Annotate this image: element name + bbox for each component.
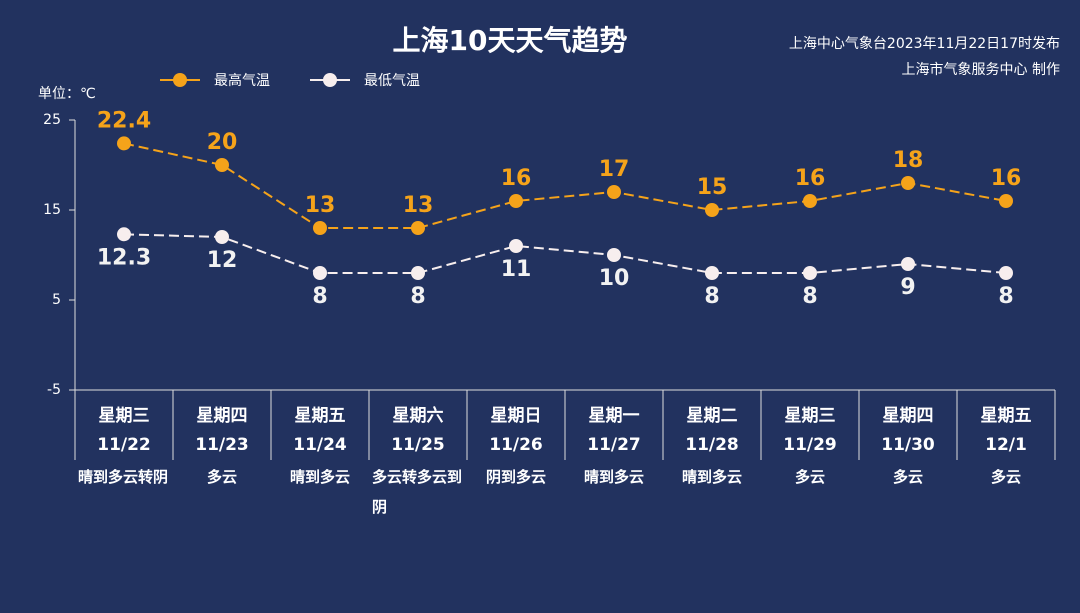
data-point [999, 194, 1013, 208]
x-tick-label: 11/23 [195, 435, 249, 455]
data-label: 8 [312, 284, 327, 309]
data-label: 8 [998, 284, 1013, 309]
weather-box: 多云转多云到阴 [372, 468, 463, 516]
data-point [411, 221, 425, 235]
chart-title: 上海10天天气趋势 [393, 24, 628, 57]
data-point [215, 158, 229, 172]
x-tick-label: 11/30 [881, 435, 935, 455]
weather-label: 阴到多云 [485, 468, 546, 486]
data-point [117, 136, 131, 151]
data-point [509, 239, 523, 253]
weather-label: 多云转多云到阴 [372, 468, 463, 516]
x-tick-label: 11/22 [97, 435, 151, 455]
source: 上海中心气象台2023年11月22日17时发布 [789, 36, 1060, 52]
weather-label: 晴到多云转阴 [78, 468, 169, 486]
weather-box: 多云 [206, 468, 237, 486]
x-tick-label: 12/1 [985, 435, 1027, 455]
data-label: 12 [207, 248, 238, 273]
legend-label: 最高气温 [214, 72, 270, 89]
y-tick-label: 15 [43, 202, 61, 218]
weather-box: 晴到多云 [681, 468, 742, 486]
data-point [705, 266, 719, 280]
data-label: 8 [802, 284, 817, 309]
data-point [803, 266, 817, 280]
data-label: 17 [599, 157, 630, 182]
unit-label: 单位：℃ [38, 86, 96, 102]
weekday-label: 星期五 [981, 406, 1032, 426]
data-point [215, 230, 229, 244]
legend-marker [323, 73, 337, 87]
x-tick-label: 11/25 [391, 435, 445, 455]
data-point [803, 194, 817, 208]
x-tick-label: 11/24 [293, 435, 347, 455]
weather-box: 晴到多云转阴 [78, 468, 169, 486]
x-tick-label: 11/28 [685, 435, 739, 455]
weather-box: 晴到多云 [583, 468, 644, 486]
weekday-label: 星期日 [491, 406, 542, 426]
legend-label: 最低气温 [364, 73, 420, 89]
data-label: 15 [697, 175, 728, 200]
data-point [901, 257, 915, 271]
data-label: 18 [893, 148, 924, 173]
data-point [313, 221, 327, 235]
data-point [607, 185, 621, 199]
data-label: 13 [403, 193, 434, 218]
data-label: 12.3 [97, 245, 151, 270]
data-label: 13 [305, 193, 336, 218]
data-point [117, 227, 131, 242]
y-tick-label: 25 [43, 112, 61, 128]
data-label: 20 [207, 130, 238, 155]
weekday-label: 星期一 [589, 406, 640, 426]
weather-label: 多云 [794, 468, 825, 486]
weather-label: 晴到多云 [289, 468, 350, 486]
weather-box: 多云 [794, 468, 825, 486]
legend-marker [173, 73, 187, 87]
weather-box: 晴到多云 [289, 468, 350, 486]
weather-label: 多云 [892, 468, 923, 486]
x-tick-label: 11/27 [587, 435, 641, 455]
y-tick-label: -5 [47, 382, 61, 398]
y-tick-label: 5 [52, 292, 61, 308]
data-label: 16 [501, 166, 532, 191]
data-point [901, 176, 915, 190]
producer: 上海市气象服务中心 制作 [902, 61, 1060, 78]
data-label: 16 [991, 166, 1022, 191]
weather-label: 多云 [990, 468, 1021, 486]
weekday-label: 星期三 [99, 406, 150, 426]
weather-box: 多云 [892, 468, 923, 486]
x-tick-label: 11/29 [783, 435, 837, 455]
data-point [509, 194, 523, 208]
series-line [123, 233, 1007, 274]
weather-box: 多云 [990, 468, 1021, 486]
data-point [705, 203, 719, 217]
data-label: 10 [599, 266, 630, 291]
x-tick-label: 11/26 [489, 435, 543, 455]
data-point [999, 266, 1013, 280]
data-label: 9 [900, 275, 915, 300]
weekday-label: 星期二 [687, 406, 738, 426]
data-label: 16 [795, 166, 826, 191]
series-line [123, 142, 1007, 229]
weather-label: 晴到多云 [681, 468, 742, 486]
weather-label: 多云 [206, 468, 237, 486]
weather-box: 阴到多云 [485, 468, 546, 486]
weekday-label: 星期五 [295, 406, 346, 426]
weekday-label: 星期三 [785, 406, 836, 426]
data-label: 11 [501, 257, 532, 282]
weekday-label: 星期六 [393, 405, 444, 426]
data-point [411, 266, 425, 280]
data-label: 8 [410, 284, 425, 309]
data-point [607, 248, 621, 262]
data-label: 8 [704, 284, 719, 309]
weekday-label: 星期四 [197, 406, 248, 426]
data-point [313, 266, 327, 280]
weather-label: 晴到多云 [583, 468, 644, 486]
data-label: 22.4 [97, 108, 151, 133]
weekday-label: 星期四 [883, 406, 934, 426]
